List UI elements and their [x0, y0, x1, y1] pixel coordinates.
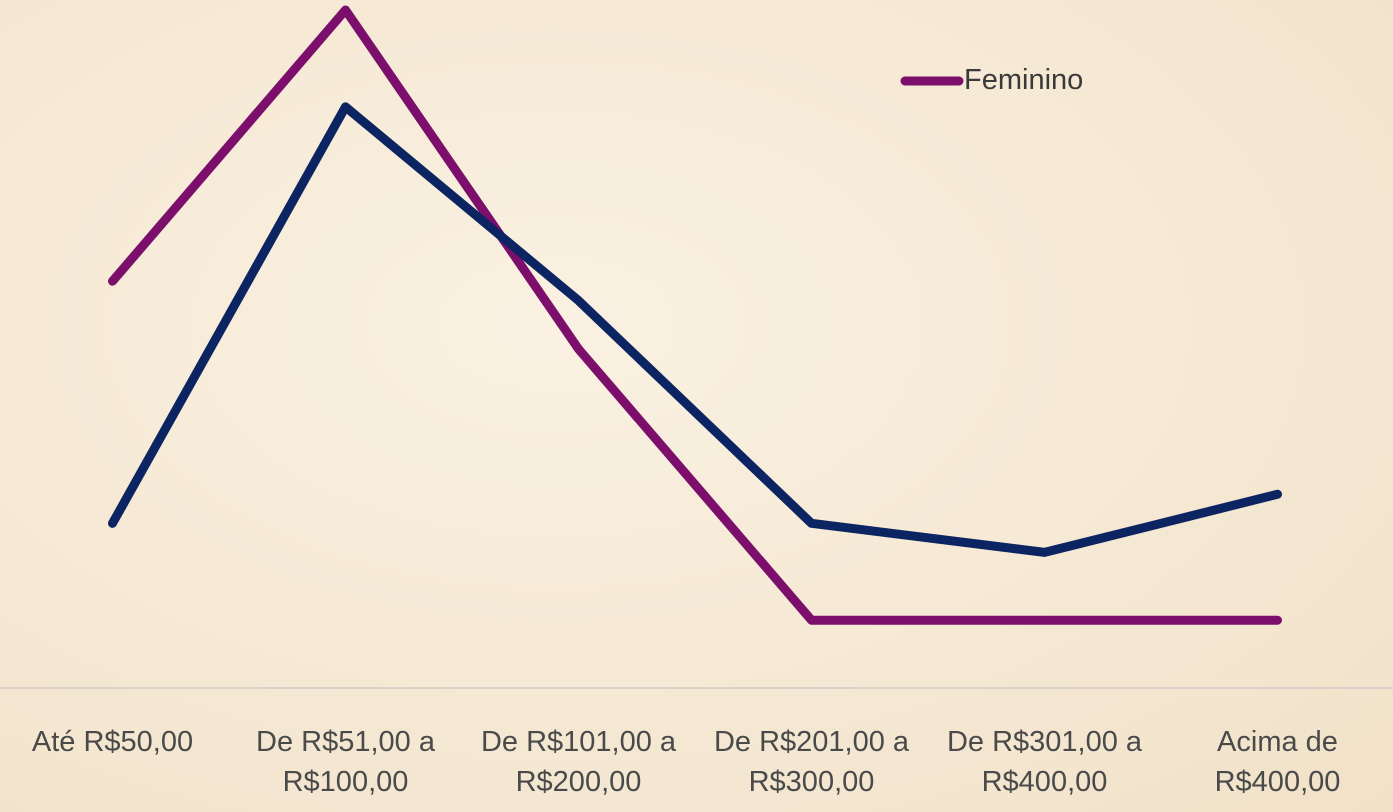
legend: Feminino [900, 64, 1083, 97]
x-tick-label: De R$201,00 a R$300,00 [699, 722, 925, 802]
x-tick-label: Acima de R$400,00 [1165, 722, 1391, 802]
chart [0, 0, 1393, 812]
x-tick-label: De R$101,00 a R$200,00 [466, 722, 692, 802]
legend-label: Feminino [964, 64, 1083, 97]
x-tick-label: De R$301,00 a R$400,00 [932, 722, 1158, 802]
x-tick-label: De R$51,00 a R$100,00 [233, 722, 459, 802]
x-tick-label: Até R$50,00 [0, 722, 226, 762]
legend-swatch [900, 71, 964, 91]
page: Feminino (() => { const data = JSON.pars… [0, 0, 1393, 812]
series-line [113, 10, 1278, 620]
